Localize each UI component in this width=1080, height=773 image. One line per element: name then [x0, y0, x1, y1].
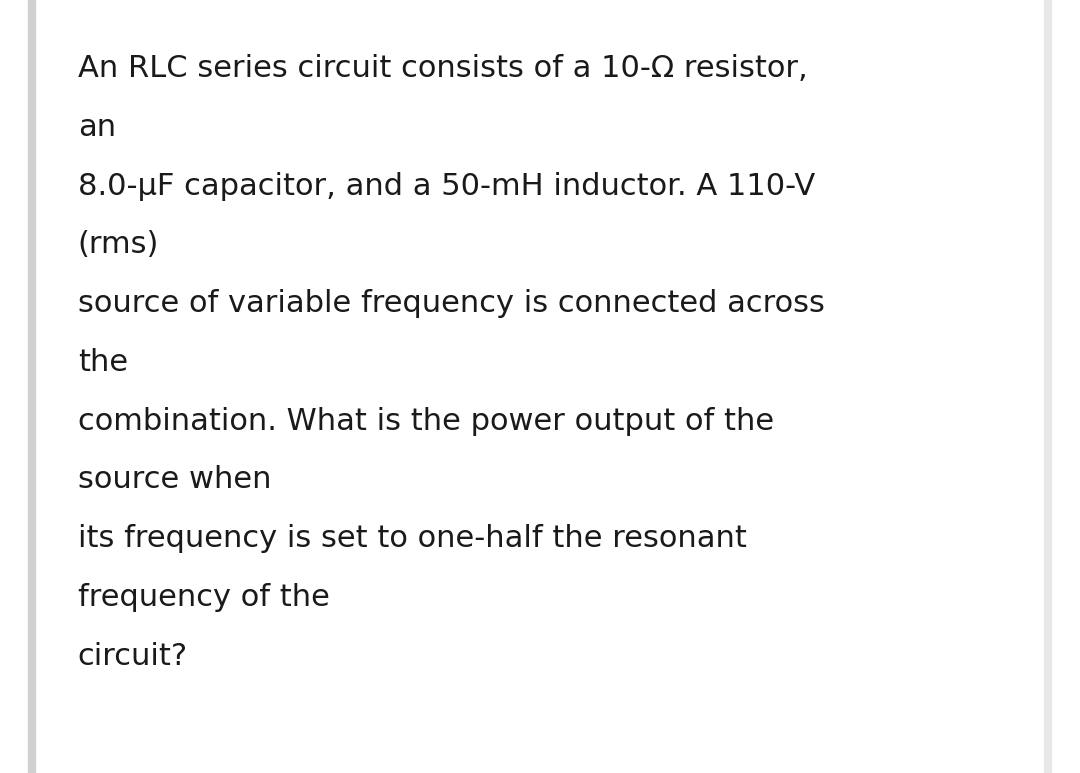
Text: an: an	[78, 113, 116, 142]
Text: 8.0-μF capacitor, and a 50-mH inductor. A 110-V: 8.0-μF capacitor, and a 50-mH inductor. …	[78, 172, 815, 201]
Text: source when: source when	[78, 465, 271, 495]
Text: frequency of the: frequency of the	[78, 583, 329, 612]
Text: circuit?: circuit?	[78, 642, 188, 671]
Text: the: the	[78, 348, 127, 377]
Text: source of variable frequency is connected across: source of variable frequency is connecte…	[78, 289, 825, 318]
Text: An RLC series circuit consists of a 10-Ω resistor,: An RLC series circuit consists of a 10-Ω…	[78, 54, 808, 83]
Text: its frequency is set to one-half the resonant: its frequency is set to one-half the res…	[78, 524, 746, 553]
Text: combination. What is the power output of the: combination. What is the power output of…	[78, 407, 774, 436]
Text: (rms): (rms)	[78, 230, 159, 260]
